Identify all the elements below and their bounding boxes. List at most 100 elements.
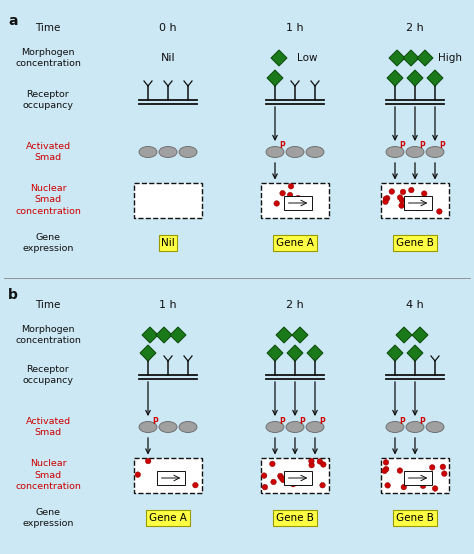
Ellipse shape xyxy=(266,146,284,157)
Text: P: P xyxy=(419,141,425,151)
Text: Nuclear
Smad
concentration: Nuclear Smad concentration xyxy=(15,459,81,491)
Polygon shape xyxy=(407,70,423,86)
Bar xyxy=(261,458,329,493)
Text: P: P xyxy=(299,417,305,425)
Ellipse shape xyxy=(406,422,424,433)
Text: Nil: Nil xyxy=(161,53,175,63)
Circle shape xyxy=(420,483,426,489)
Text: Receptor
occupancy: Receptor occupancy xyxy=(22,90,73,110)
Polygon shape xyxy=(156,327,172,343)
Circle shape xyxy=(271,479,276,485)
Bar xyxy=(381,458,449,493)
Ellipse shape xyxy=(386,146,404,157)
Circle shape xyxy=(261,473,267,479)
Ellipse shape xyxy=(406,146,424,157)
Circle shape xyxy=(404,478,410,483)
Ellipse shape xyxy=(426,422,444,433)
Polygon shape xyxy=(396,327,412,343)
Text: 1 h: 1 h xyxy=(159,300,177,310)
Text: Gene B: Gene B xyxy=(396,238,434,248)
Polygon shape xyxy=(412,327,428,343)
Circle shape xyxy=(409,187,414,193)
Ellipse shape xyxy=(386,422,404,433)
Circle shape xyxy=(192,483,198,488)
Text: 2 h: 2 h xyxy=(286,300,304,310)
Ellipse shape xyxy=(266,422,284,433)
Text: P: P xyxy=(279,417,285,425)
Polygon shape xyxy=(389,50,405,66)
Circle shape xyxy=(274,201,280,206)
Text: P: P xyxy=(152,417,158,425)
Text: Gene A: Gene A xyxy=(149,513,187,523)
Bar xyxy=(134,458,202,493)
Text: Gene
expression: Gene expression xyxy=(22,233,73,253)
Circle shape xyxy=(429,465,435,470)
Ellipse shape xyxy=(179,422,197,433)
Text: Nuclear
Smad
concentration: Nuclear Smad concentration xyxy=(15,184,81,216)
Polygon shape xyxy=(170,327,186,343)
Ellipse shape xyxy=(286,422,304,433)
Circle shape xyxy=(320,461,326,467)
Polygon shape xyxy=(307,345,323,361)
Circle shape xyxy=(309,458,314,464)
Circle shape xyxy=(277,473,283,479)
Circle shape xyxy=(135,472,141,478)
Circle shape xyxy=(401,484,407,490)
Polygon shape xyxy=(387,345,403,361)
Circle shape xyxy=(295,472,301,478)
Polygon shape xyxy=(267,70,283,86)
Circle shape xyxy=(389,189,394,194)
Polygon shape xyxy=(287,345,303,361)
Text: 1 h: 1 h xyxy=(286,23,304,33)
Text: Time: Time xyxy=(35,23,61,33)
Ellipse shape xyxy=(159,422,177,433)
Text: Activated
Smad: Activated Smad xyxy=(26,417,71,438)
Polygon shape xyxy=(403,50,419,66)
Text: Activated
Smad: Activated Smad xyxy=(26,142,71,162)
Circle shape xyxy=(399,198,405,203)
Text: Morphogen
concentration: Morphogen concentration xyxy=(15,48,81,68)
Polygon shape xyxy=(292,327,308,343)
Polygon shape xyxy=(140,345,156,361)
Circle shape xyxy=(419,480,425,486)
Circle shape xyxy=(279,475,284,481)
Circle shape xyxy=(287,192,293,198)
Ellipse shape xyxy=(306,422,324,433)
Circle shape xyxy=(288,183,294,189)
Polygon shape xyxy=(417,50,433,66)
Bar xyxy=(261,182,329,218)
Circle shape xyxy=(384,196,390,201)
Ellipse shape xyxy=(179,146,197,157)
Text: Nil: Nil xyxy=(161,238,175,248)
Ellipse shape xyxy=(139,422,157,433)
Text: Morphogen
concentration: Morphogen concentration xyxy=(15,325,81,345)
Circle shape xyxy=(295,196,301,201)
Circle shape xyxy=(400,189,406,195)
Circle shape xyxy=(397,195,403,201)
Circle shape xyxy=(415,203,421,209)
Circle shape xyxy=(432,486,438,491)
Circle shape xyxy=(160,472,166,478)
Ellipse shape xyxy=(306,146,324,157)
Polygon shape xyxy=(427,70,443,86)
Ellipse shape xyxy=(286,146,304,157)
Ellipse shape xyxy=(426,146,444,157)
Circle shape xyxy=(437,209,442,214)
Text: Low: Low xyxy=(297,53,318,63)
Polygon shape xyxy=(387,70,403,86)
Text: P: P xyxy=(419,417,425,425)
Bar xyxy=(157,471,185,485)
Text: Gene B: Gene B xyxy=(396,513,434,523)
Circle shape xyxy=(441,471,447,476)
Bar xyxy=(134,182,202,218)
Circle shape xyxy=(440,464,446,470)
Circle shape xyxy=(317,459,323,464)
Text: P: P xyxy=(439,141,445,151)
Text: b: b xyxy=(8,288,18,302)
Bar xyxy=(404,471,432,485)
Polygon shape xyxy=(407,345,423,361)
Circle shape xyxy=(163,479,169,484)
Circle shape xyxy=(421,191,427,196)
Text: High: High xyxy=(438,53,462,63)
Circle shape xyxy=(383,196,389,202)
